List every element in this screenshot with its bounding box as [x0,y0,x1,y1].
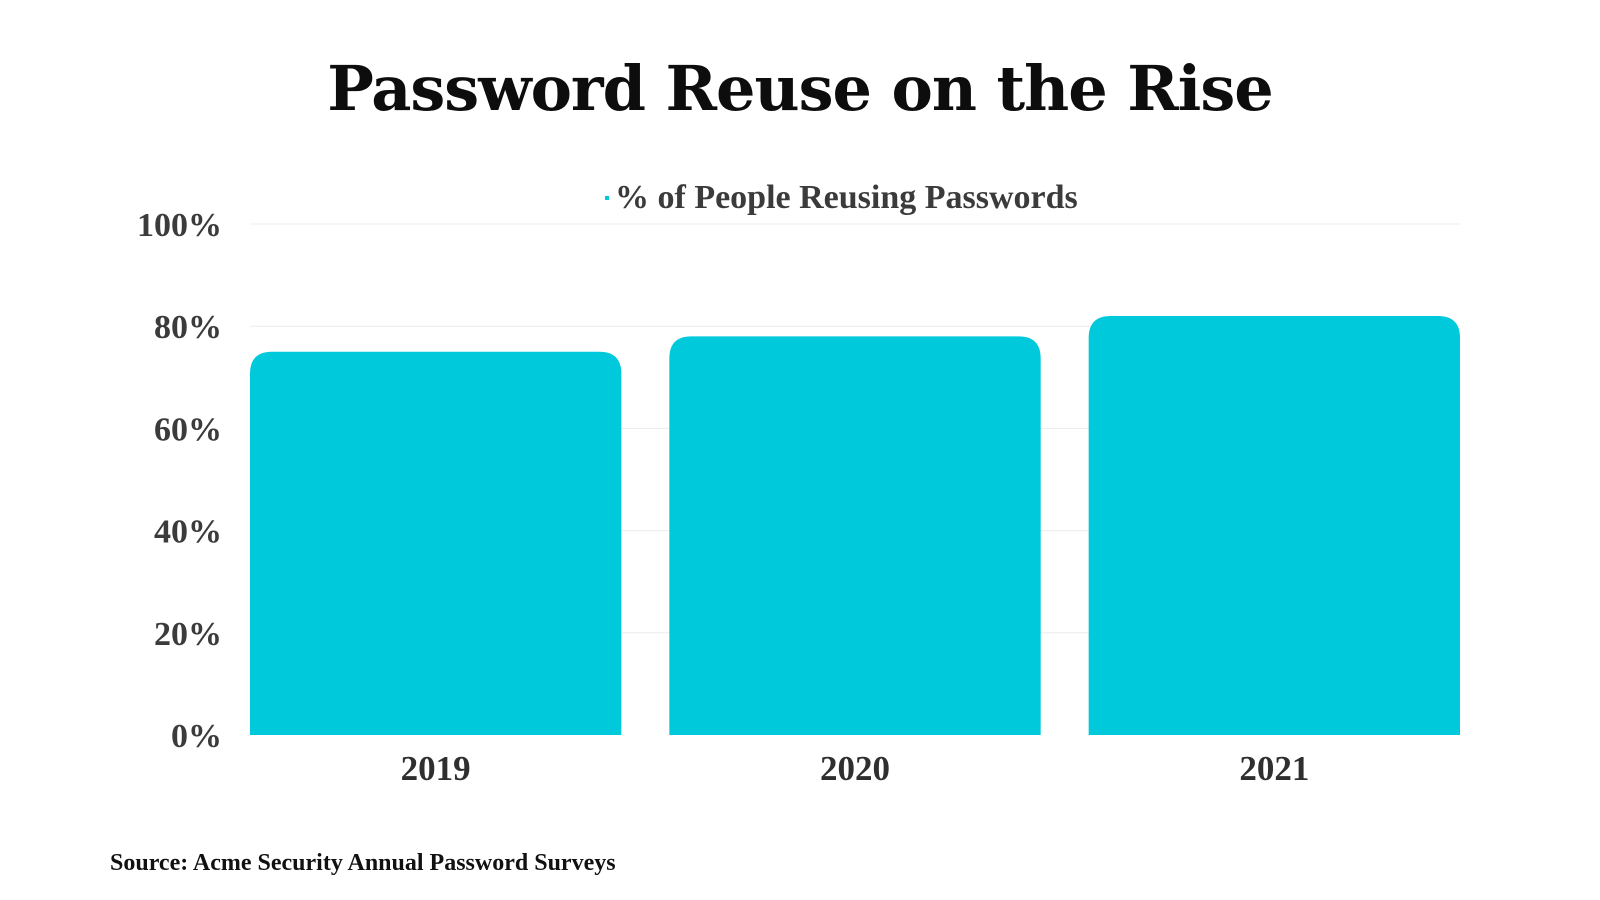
y-tick-label: 100% [137,207,222,244]
bar-2020 [669,336,1041,735]
legend: % of People Reusing Passwords [605,179,1078,216]
x-axis-categories: 2019 2020 2021 [401,749,1310,788]
y-tick-label: 40% [154,514,222,551]
bar-2021 [1088,315,1460,735]
legend-swatch [605,196,609,200]
x-category-label: 2021 [1239,749,1309,788]
x-category-label: 2019 [401,749,471,788]
y-tick-label: 60% [154,411,222,448]
y-tick-label: 0% [171,718,222,755]
y-axis-ticks: 0% 20% 40% 60% 80% 100% [137,207,222,755]
y-tick-label: 20% [154,616,222,653]
x-category-label: 2020 [820,749,890,788]
y-tick-label: 80% [154,309,222,346]
legend-label: % of People Reusing Passwords [615,179,1078,216]
chart-title: Password Reuse on the Rise [327,52,1273,125]
bar-2019 [250,351,622,735]
bars [250,315,1460,735]
source-note: Source: Acme Security Annual Password Su… [110,850,616,876]
